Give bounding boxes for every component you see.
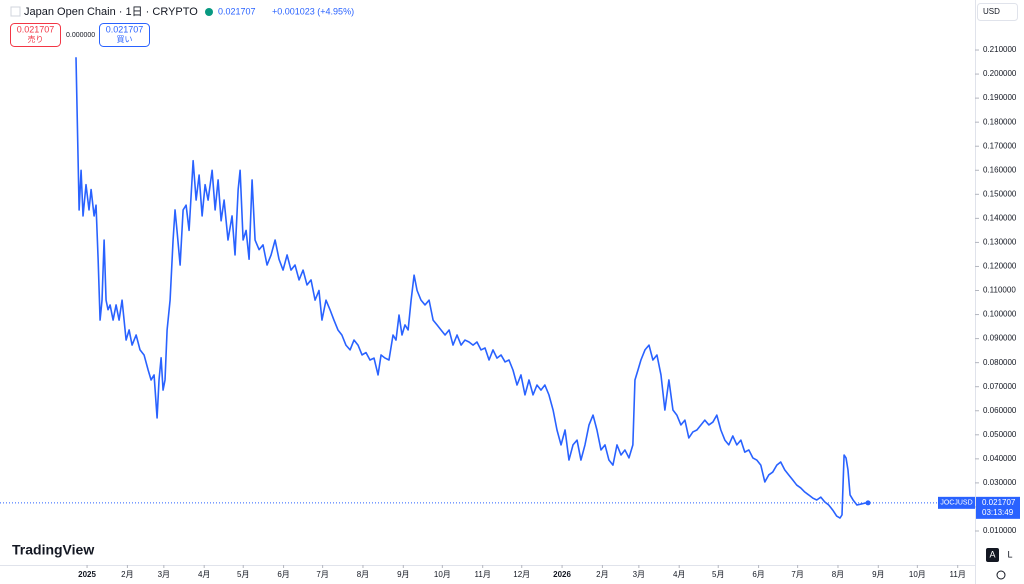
x-tick-label: 3月 xyxy=(158,570,170,579)
log-scale-label[interactable]: L xyxy=(1007,549,1012,559)
symbol-tag-label: JOCJUSD xyxy=(940,500,972,507)
currency: USD xyxy=(983,7,1000,16)
auto-scale-label: A xyxy=(989,549,995,559)
buy-price: 0.021707 xyxy=(106,24,144,34)
price-line xyxy=(75,57,869,519)
auto-scale-button[interactable] xyxy=(986,548,999,562)
currency-button[interactable] xyxy=(977,3,1018,21)
symbol-icon xyxy=(10,6,21,17)
sell-label: 売り xyxy=(28,34,44,44)
plot-layer xyxy=(0,57,975,519)
header-price: 0.021707 xyxy=(218,6,256,16)
y-tick-label: 0.040000 xyxy=(983,454,1017,463)
x-tick-label: 5月 xyxy=(237,570,249,579)
y-tick-label: 0.100000 xyxy=(983,310,1017,319)
x-tick-label: 6月 xyxy=(277,570,289,579)
buy-label: 買い xyxy=(117,35,133,44)
y-tick-label: 0.030000 xyxy=(983,478,1017,487)
x-tick-label: 10月 xyxy=(434,570,451,579)
y-tick-label: 0.120000 xyxy=(983,262,1017,271)
symbol-title: Japan Open Chain · 1日 · CRYPTO xyxy=(24,6,198,18)
x-tick-label: 3月 xyxy=(633,570,645,579)
spread: 0.000000 xyxy=(66,32,95,39)
y-tick-label: 0.070000 xyxy=(983,382,1017,391)
symbol-tag xyxy=(938,496,975,509)
y-tick-label: 0.060000 xyxy=(983,406,1017,415)
x-tick-label: 9月 xyxy=(872,570,884,579)
y-tick-label: 0.140000 xyxy=(983,213,1017,222)
y-tick-label: 0.210000 xyxy=(983,45,1017,54)
price-tag-value: 0.021707 xyxy=(982,498,1016,507)
last-point xyxy=(865,500,871,506)
logo: TradingView xyxy=(12,542,94,558)
x-tick-label: 12月 xyxy=(513,570,530,579)
y-tick-label: 0.200000 xyxy=(983,69,1017,78)
y-tick-label: 0.130000 xyxy=(983,238,1017,247)
y-tick-label: 0.080000 xyxy=(983,358,1017,367)
x-tick-label: 11月 xyxy=(475,570,491,579)
y-tick-label: 0.110000 xyxy=(983,286,1016,295)
countdown: 03:13:49 xyxy=(982,508,1014,517)
x-tick-label: 2月 xyxy=(121,570,133,579)
x-tick-label: 11月 xyxy=(950,570,966,579)
y-tick-label: 0.150000 xyxy=(983,189,1017,198)
x-tick-label: 2月 xyxy=(596,570,608,579)
y-tick-label: 0.010000 xyxy=(983,526,1017,535)
sell-price: 0.021707 xyxy=(17,24,55,34)
y-tick-label: 0.090000 xyxy=(983,334,1017,343)
header-change: +0.001023 (+4.95%) xyxy=(272,6,354,16)
sell-button[interactable] xyxy=(10,23,61,47)
x-tick-label: 2026 xyxy=(553,570,571,579)
price-tag xyxy=(976,496,1020,519)
x-tick-label: 9月 xyxy=(397,570,409,579)
y-tick-label: 0.050000 xyxy=(983,430,1017,439)
y-tick-label: 0.180000 xyxy=(983,117,1017,126)
y-tick-label: 0.170000 xyxy=(983,141,1017,150)
y-tick-label: 0.160000 xyxy=(983,165,1017,174)
buy-button[interactable] xyxy=(99,23,150,47)
x-tick-label: 4月 xyxy=(673,570,685,579)
x-tick-label: 2025 xyxy=(78,570,96,579)
x-tick-label: 8月 xyxy=(357,570,369,579)
x-tick-label: 8月 xyxy=(832,570,844,579)
x-tick-label: 7月 xyxy=(316,570,328,579)
x-tick-label: 5月 xyxy=(712,570,724,579)
x-tick-label: 10月 xyxy=(909,570,926,579)
settings-icon[interactable] xyxy=(996,570,1006,580)
market-status xyxy=(205,8,213,16)
y-tick-label: 0.190000 xyxy=(983,93,1017,102)
x-tick-label: 4月 xyxy=(198,570,210,579)
x-tick-label: 6月 xyxy=(752,570,764,579)
x-tick-label: 7月 xyxy=(791,570,803,579)
